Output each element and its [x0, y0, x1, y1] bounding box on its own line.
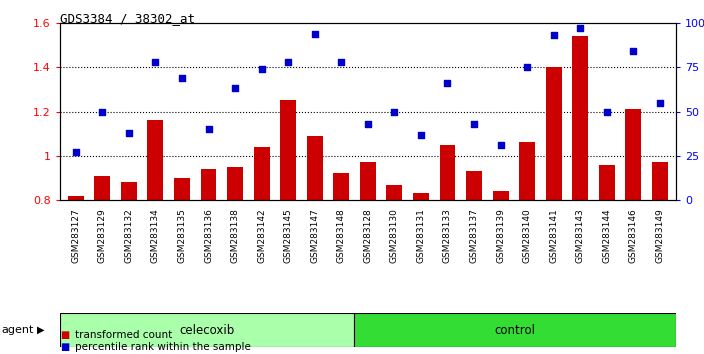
Text: ■: ■: [60, 330, 69, 339]
Point: [601, 109, 612, 114]
Bar: [307, 136, 322, 200]
Text: control: control: [495, 324, 536, 337]
Text: GSM283132: GSM283132: [125, 209, 133, 263]
Bar: [546, 67, 562, 200]
Point: [150, 59, 161, 65]
Text: GSM283133: GSM283133: [443, 209, 452, 263]
Bar: [280, 101, 296, 200]
Point: [123, 130, 134, 136]
Bar: [493, 191, 508, 200]
Bar: [625, 109, 641, 200]
Bar: [121, 182, 137, 200]
Bar: [94, 176, 111, 200]
Point: [203, 126, 214, 132]
Text: GSM283138: GSM283138: [231, 209, 239, 263]
Point: [70, 149, 82, 155]
Point: [389, 109, 400, 114]
Text: GSM283134: GSM283134: [151, 209, 160, 263]
Point: [415, 132, 427, 137]
Text: percentile rank within the sample: percentile rank within the sample: [75, 342, 251, 352]
Text: GSM283131: GSM283131: [417, 209, 425, 263]
Point: [309, 31, 320, 36]
Text: GSM283144: GSM283144: [603, 209, 611, 263]
Text: agent: agent: [1, 325, 34, 335]
Point: [574, 25, 586, 31]
Point: [282, 59, 294, 65]
Bar: [147, 120, 163, 200]
Text: GSM283147: GSM283147: [310, 209, 319, 263]
Text: GSM283127: GSM283127: [71, 209, 80, 263]
Text: GSM283129: GSM283129: [98, 209, 107, 263]
Text: GSM283130: GSM283130: [390, 209, 399, 263]
Bar: [466, 171, 482, 200]
Bar: [599, 165, 615, 200]
Point: [230, 86, 241, 91]
Text: GSM283149: GSM283149: [655, 209, 665, 263]
Text: ■: ■: [60, 342, 69, 352]
Point: [96, 109, 108, 114]
Bar: [386, 184, 403, 200]
Point: [362, 121, 373, 127]
Text: transformed count: transformed count: [75, 330, 172, 339]
Bar: [333, 173, 349, 200]
Bar: [413, 193, 429, 200]
Bar: [360, 162, 376, 200]
Point: [336, 59, 347, 65]
Text: GSM283148: GSM283148: [337, 209, 346, 263]
Point: [256, 66, 268, 72]
Text: ▶: ▶: [37, 325, 44, 335]
Bar: [227, 167, 243, 200]
Text: GSM283146: GSM283146: [629, 209, 638, 263]
Bar: [439, 145, 455, 200]
Bar: [68, 195, 84, 200]
Text: GDS3384 / 38302_at: GDS3384 / 38302_at: [60, 12, 195, 25]
Point: [495, 142, 506, 148]
Bar: [354, 313, 676, 347]
Bar: [519, 142, 535, 200]
Point: [654, 100, 665, 105]
Bar: [572, 36, 589, 200]
Text: GSM283141: GSM283141: [549, 209, 558, 263]
Bar: [174, 178, 190, 200]
Bar: [60, 313, 354, 347]
Text: GSM283128: GSM283128: [363, 209, 372, 263]
Point: [548, 33, 560, 38]
Text: GSM283136: GSM283136: [204, 209, 213, 263]
Bar: [201, 169, 217, 200]
Text: GSM283145: GSM283145: [284, 209, 293, 263]
Point: [442, 80, 453, 86]
Point: [468, 121, 479, 127]
Point: [628, 48, 639, 54]
Text: GSM283135: GSM283135: [177, 209, 187, 263]
Point: [176, 75, 187, 81]
Bar: [652, 162, 668, 200]
Bar: [253, 147, 270, 200]
Text: GSM283143: GSM283143: [576, 209, 585, 263]
Point: [522, 64, 533, 70]
Text: GSM283137: GSM283137: [470, 209, 479, 263]
Text: GSM283140: GSM283140: [522, 209, 532, 263]
Text: GSM283142: GSM283142: [257, 209, 266, 263]
Text: celecoxib: celecoxib: [180, 324, 234, 337]
Text: GSM283139: GSM283139: [496, 209, 505, 263]
